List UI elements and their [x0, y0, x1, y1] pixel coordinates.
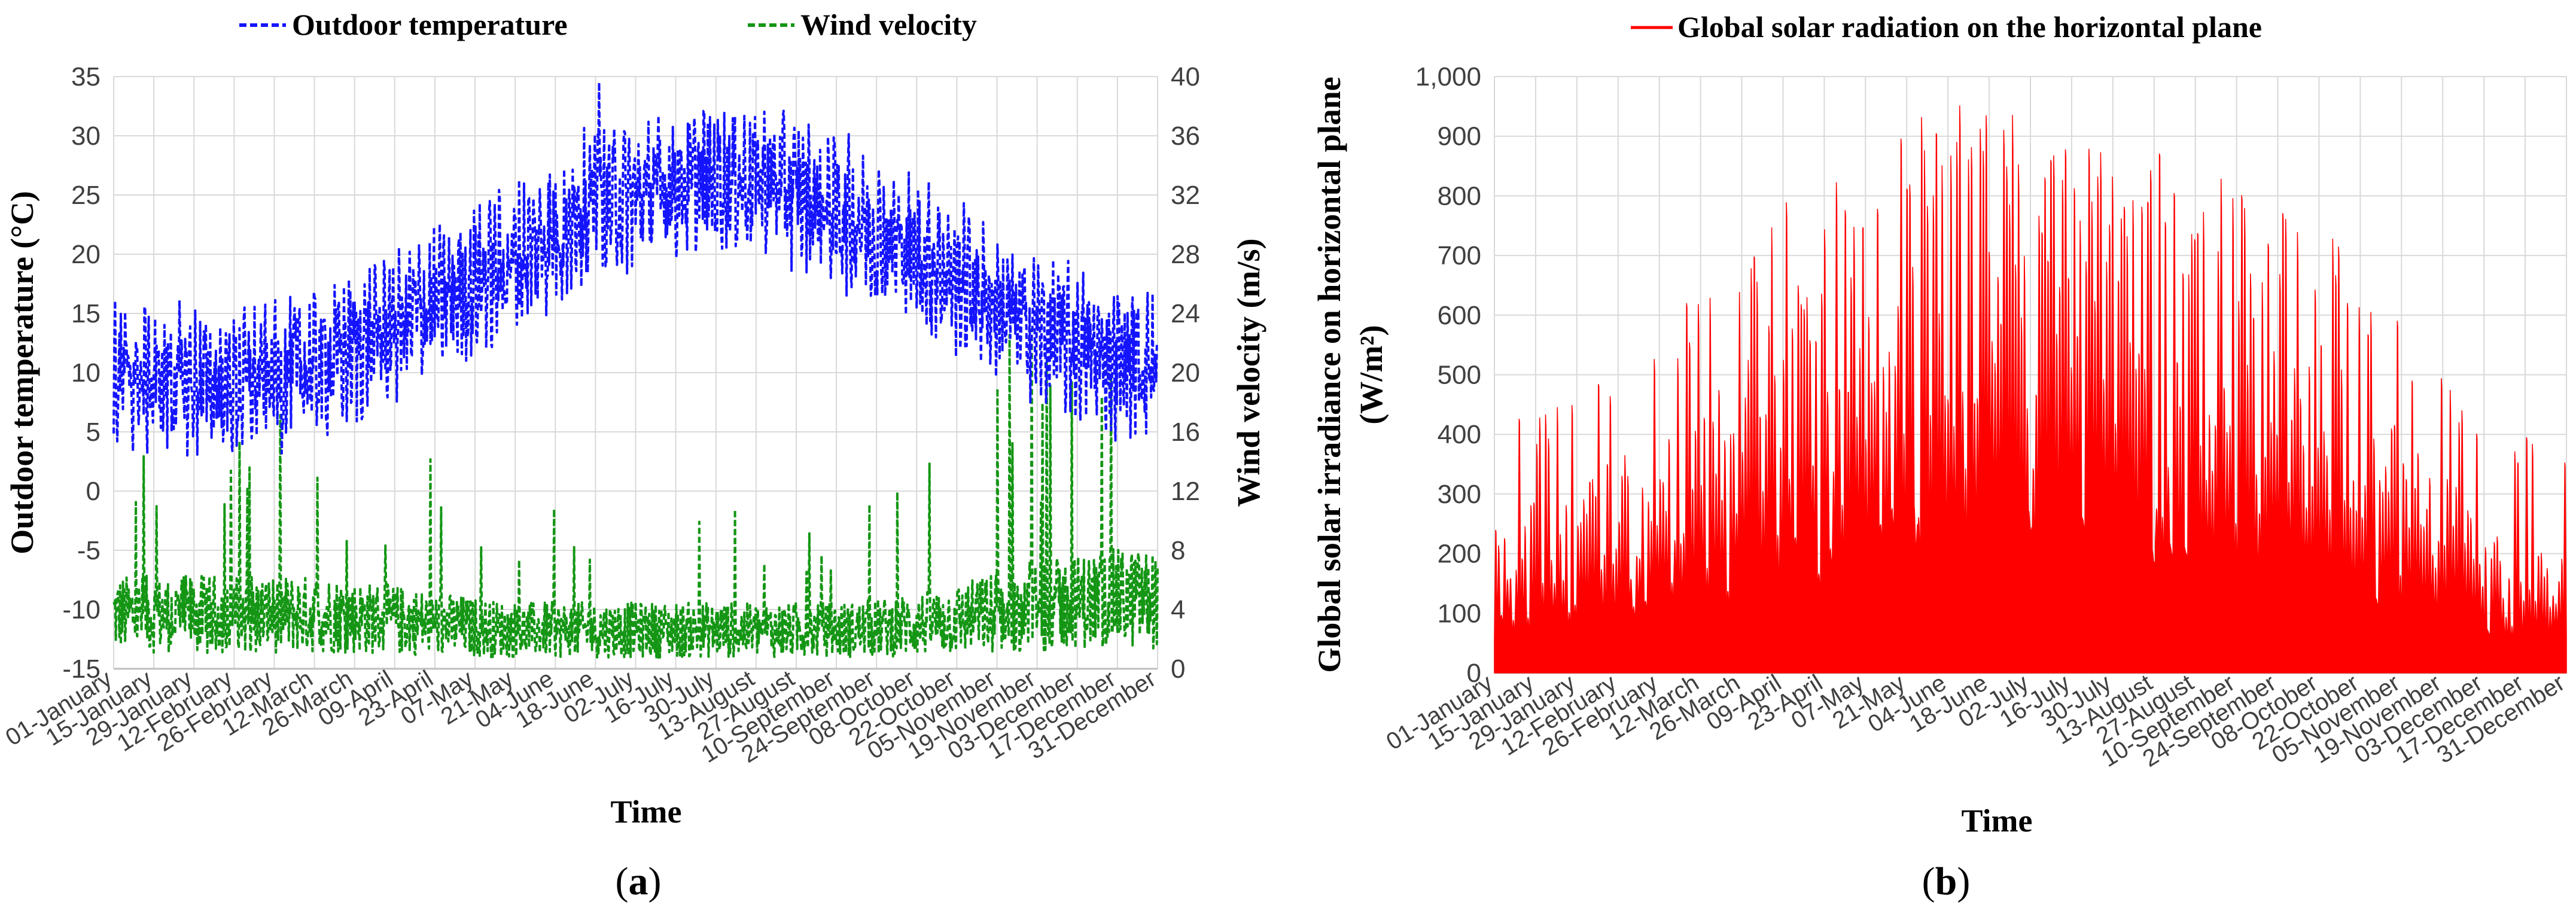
y-tick-right: 4 — [1171, 595, 1185, 624]
y-tick-right: 32 — [1171, 181, 1200, 210]
y-tick-right: 40 — [1171, 62, 1200, 92]
y-tick: 800 — [1438, 181, 1481, 211]
y-axis-title-left: Outdoor temperature (°C) — [4, 191, 40, 554]
y-tick: 500 — [1438, 361, 1481, 390]
y-tick: 300 — [1438, 480, 1481, 509]
wind-velocity-series — [112, 328, 1159, 659]
y-axis-title-line2: (W/m²) — [1353, 325, 1389, 424]
panel-label-a: (a) — [616, 860, 662, 903]
y-tick-right: 16 — [1171, 418, 1200, 447]
y-tick-left: 0 — [86, 477, 101, 506]
y-tick-right: 0 — [1171, 654, 1185, 684]
y-tick-right: 36 — [1171, 121, 1200, 151]
y-tick-left: -10 — [62, 595, 101, 624]
chart-b: 1,000900800700600500400300200100001-Janu… — [1311, 10, 2569, 839]
y-tick: 200 — [1438, 540, 1481, 569]
y-tick-right: 12 — [1171, 477, 1200, 506]
y-tick-left: 35 — [71, 62, 101, 92]
y-tick-right: 8 — [1171, 536, 1185, 565]
y-tick: 1,000 — [1415, 62, 1481, 92]
y-tick-left: -15 — [62, 654, 101, 684]
y-tick: 0 — [1467, 659, 1481, 688]
y-tick: 100 — [1438, 599, 1481, 628]
panel-label-b: (b) — [1922, 860, 1971, 903]
y-tick: 900 — [1438, 122, 1481, 151]
y-tick-right: 28 — [1171, 240, 1200, 269]
y-axis-title-right: Wind velocity (m/s) — [1231, 239, 1266, 507]
y-tick-right: 24 — [1171, 299, 1200, 328]
y-tick-left: 30 — [71, 121, 101, 151]
y-tick-left: -5 — [77, 536, 101, 565]
chart-a: 35302520151050-5-10-15403632282420161284… — [1, 8, 1266, 830]
y-tick: 700 — [1438, 241, 1481, 270]
solar-radiation-series — [1494, 105, 2567, 674]
outdoor-temperature-series — [112, 81, 1158, 459]
y-tick: 600 — [1438, 301, 1481, 330]
y-axis-title-line1: Global solar irradiance on horizontal pl… — [1311, 77, 1347, 673]
x-axis-title: Time — [611, 794, 682, 830]
y-tick-left: 15 — [71, 299, 101, 328]
legend-label-radiation: Global solar radiation on the horizontal… — [1677, 10, 2262, 44]
y-tick-left: 5 — [86, 418, 101, 447]
y-tick: 400 — [1438, 420, 1481, 449]
y-tick-left: 20 — [71, 240, 101, 269]
legend-label-temperature: Outdoor temperature — [292, 8, 568, 41]
x-axis-title: Time — [1962, 803, 2033, 839]
legend-label-wind: Wind velocity — [800, 8, 977, 41]
y-tick-right: 20 — [1171, 358, 1200, 388]
y-tick-left: 25 — [71, 181, 101, 210]
y-tick-left: 10 — [71, 358, 101, 388]
